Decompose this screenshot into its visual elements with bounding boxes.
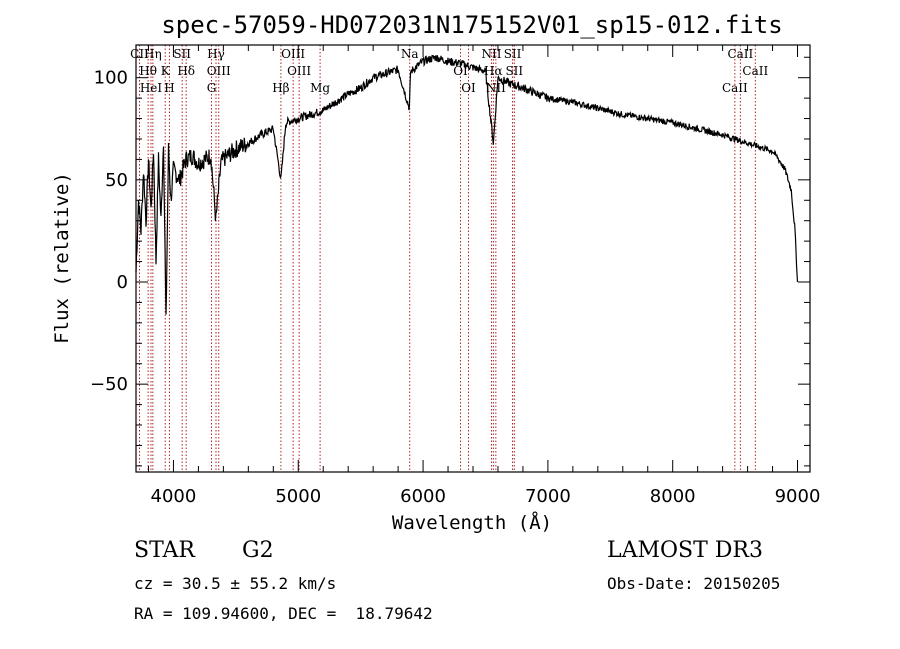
redshift-velocity: cz = 30.5 ± 55.2 km/s xyxy=(134,574,337,593)
spectrum-line xyxy=(135,54,799,315)
line-label: Hα xyxy=(484,64,503,78)
y-tick-label: 100 xyxy=(94,68,128,89)
line-label: Hη xyxy=(144,47,162,61)
survey-name: LAMOST DR3 xyxy=(607,538,763,563)
object-subclass: G2 xyxy=(242,538,274,563)
line-label: NII xyxy=(481,47,501,61)
line-label: Hγ xyxy=(207,47,225,61)
x-axis-ticks: 4000 5000 6000 7000 8000 9000 xyxy=(147,45,821,507)
line-label: NII xyxy=(486,81,506,95)
line-label: G xyxy=(207,81,217,95)
observation-date: Obs-Date: 20150205 xyxy=(607,574,781,593)
line-label: OIII xyxy=(281,47,305,61)
chart-title: spec-57059-HD072031N175152V01_sp15-012.f… xyxy=(161,11,782,39)
x-tick-label: 9000 xyxy=(775,486,821,507)
y-tick-label: 50 xyxy=(105,170,128,191)
line-label: H xyxy=(164,81,174,95)
line-label: CaII xyxy=(722,81,748,95)
line-label: HeI xyxy=(140,81,163,95)
y-axis-label: Flux (relative) xyxy=(51,172,73,344)
line-label: SII xyxy=(505,64,523,78)
line-label: CII xyxy=(130,47,149,61)
line-label: K xyxy=(161,64,171,78)
plot-frame xyxy=(135,44,811,473)
x-axis-label: Wavelength (Å) xyxy=(392,511,552,534)
line-label: Hδ xyxy=(177,64,195,78)
emission-line-labels: CII Hθ HeI Hη KH SII Hδ G Hγ OIII Hβ OIII OIII Mg Na OI… xyxy=(130,47,768,95)
line-label: Hβ xyxy=(272,81,289,95)
line-label: OIII xyxy=(287,64,311,78)
line-label: Na xyxy=(401,47,419,61)
line-label: OIII xyxy=(207,64,231,78)
line-label: SII xyxy=(504,47,522,61)
x-tick-label: 7000 xyxy=(525,486,571,507)
x-tick-label: 8000 xyxy=(650,486,696,507)
y-axis-ticks: −50 0 50 100 xyxy=(90,56,810,467)
x-tick-label: 6000 xyxy=(400,486,446,507)
sky-coordinates: RA = 109.94600, DEC = 18.79642 xyxy=(134,604,433,623)
x-tick-label: 5000 xyxy=(275,486,321,507)
x-tick-label: 4000 xyxy=(151,486,197,507)
object-class: STAR xyxy=(134,538,195,563)
line-label: SII xyxy=(173,47,191,61)
line-label: CaII xyxy=(727,47,753,61)
line-label: Hθ xyxy=(139,64,157,78)
y-tick-label: 0 xyxy=(117,272,128,293)
line-label: CaII xyxy=(742,64,768,78)
y-tick-label: −50 xyxy=(90,374,128,395)
line-label: OI xyxy=(453,64,468,78)
line-label: Mg xyxy=(310,81,330,95)
emission-line-markers xyxy=(138,45,756,472)
line-label: OI xyxy=(461,81,476,95)
